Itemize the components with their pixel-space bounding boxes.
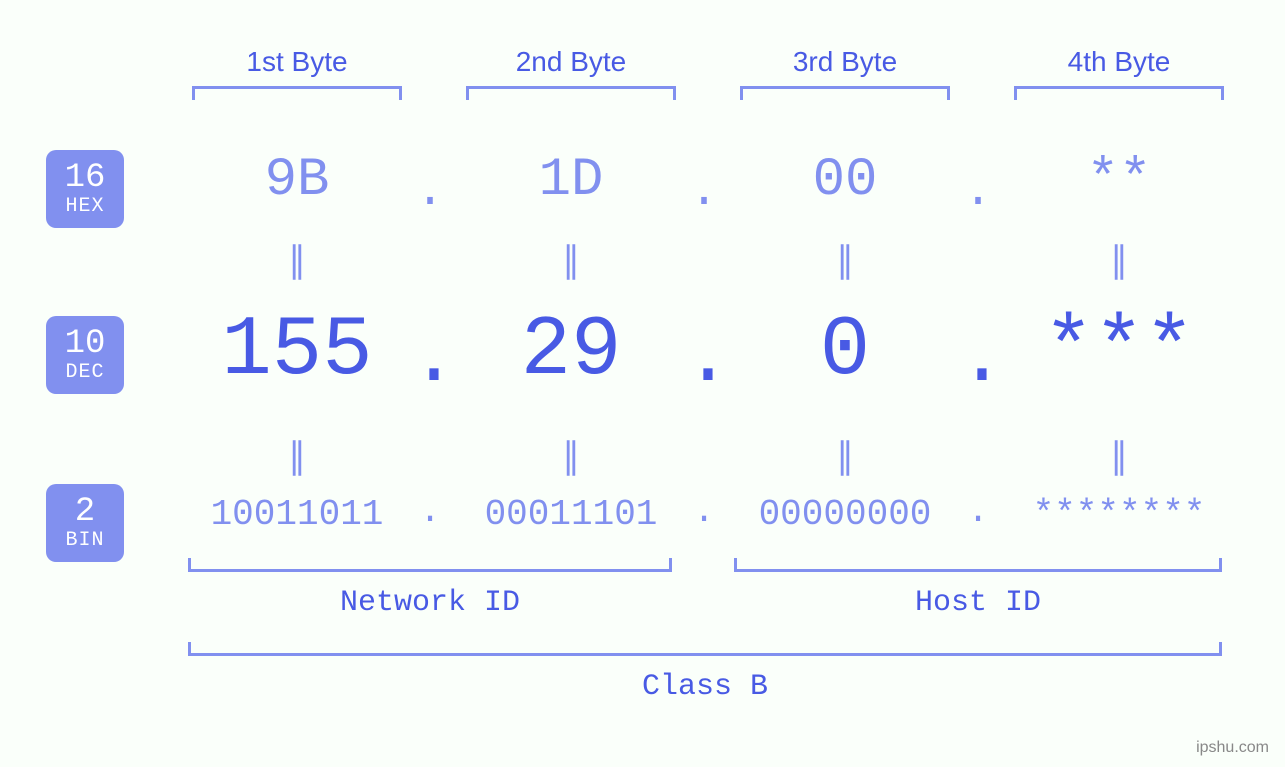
bin-value: ******** [1004, 494, 1234, 535]
badge-dec-label: DEC [65, 363, 104, 383]
bin-value: 00000000 [730, 494, 960, 535]
watermark: ipshu.com [1196, 739, 1269, 757]
hex-value: 1D [456, 150, 686, 211]
badge-bin-num: 2 [75, 495, 95, 529]
equals-icon: ∥ [1004, 240, 1234, 283]
base-badge-dec: 10 DEC [46, 316, 124, 394]
ip-diagram: 16 HEX 10 DEC 2 BIN 1st Byte 9B ∥ 155 ∥ 10011… [0, 0, 1285, 767]
byte-top-bracket [740, 86, 950, 100]
dot-separator: . [958, 320, 998, 400]
equals-icon: ∥ [182, 436, 412, 479]
byte-header: 2nd Byte [456, 46, 686, 78]
network-id-bracket [188, 558, 672, 572]
base-badge-hex: 16 HEX [46, 150, 124, 228]
dec-value: 29 [456, 304, 686, 399]
hex-value: 9B [182, 150, 412, 211]
base-badge-bin: 2 BIN [46, 484, 124, 562]
byte-header: 4th Byte [1004, 46, 1234, 78]
byte-top-bracket [466, 86, 676, 100]
byte-header: 3rd Byte [730, 46, 960, 78]
dot-separator: . [684, 168, 724, 216]
byte-top-bracket [1014, 86, 1224, 100]
badge-hex-label: HEX [65, 197, 104, 217]
class-bracket [188, 642, 1222, 656]
badge-bin-label: BIN [65, 531, 104, 551]
equals-icon: ∥ [182, 240, 412, 283]
equals-icon: ∥ [730, 240, 960, 283]
dot-separator: . [410, 320, 450, 400]
byte-top-bracket [192, 86, 402, 100]
hex-value: ** [1004, 150, 1234, 211]
badge-dec-num: 10 [65, 327, 106, 361]
dec-value: 0 [730, 304, 960, 399]
equals-icon: ∥ [730, 436, 960, 479]
host-id-bracket [734, 558, 1222, 572]
bin-value: 00011101 [456, 494, 686, 535]
bin-value: 10011011 [182, 494, 412, 535]
network-id-label: Network ID [188, 586, 672, 620]
class-label: Class B [188, 670, 1222, 704]
dot-separator: . [684, 494, 724, 530]
dec-value: *** [1004, 304, 1234, 399]
equals-icon: ∥ [456, 436, 686, 479]
dot-separator: . [410, 168, 450, 216]
equals-icon: ∥ [456, 240, 686, 283]
dot-separator: . [410, 494, 450, 530]
dot-separator: . [684, 320, 724, 400]
equals-icon: ∥ [1004, 436, 1234, 479]
byte-header: 1st Byte [182, 46, 412, 78]
dot-separator: . [958, 168, 998, 216]
dec-value: 155 [182, 304, 412, 399]
host-id-label: Host ID [734, 586, 1222, 620]
badge-hex-num: 16 [65, 161, 106, 195]
dot-separator: . [958, 494, 998, 530]
hex-value: 00 [730, 150, 960, 211]
